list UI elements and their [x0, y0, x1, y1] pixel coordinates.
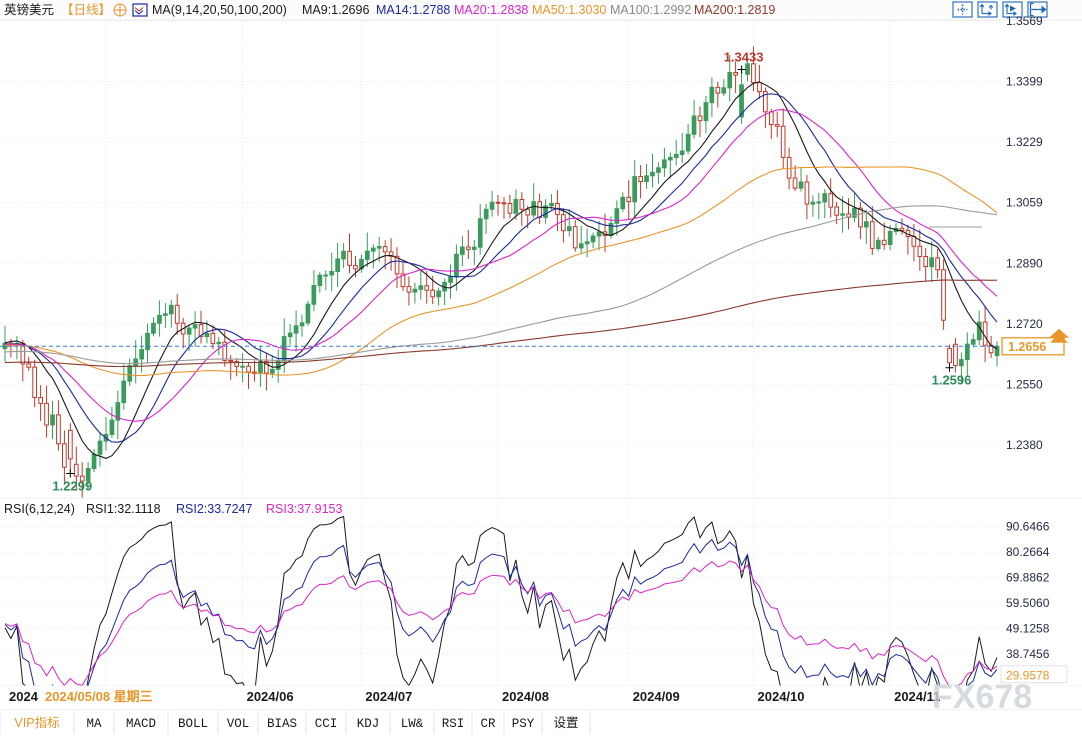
svg-text:2024/06: 2024/06: [247, 689, 294, 704]
svg-text:2024/07: 2024/07: [365, 689, 412, 704]
svg-text:2024: 2024: [9, 689, 39, 704]
svg-text:69.8862: 69.8862: [1006, 571, 1050, 585]
svg-text:2024/05/08 星期三: 2024/05/08 星期三: [45, 689, 153, 704]
svg-text:1.2656: 1.2656: [1008, 340, 1046, 354]
svg-text:49.1258: 49.1258: [1006, 621, 1050, 635]
svg-text:BIAS: BIAS: [267, 717, 297, 731]
svg-text:LW&: LW&: [401, 717, 424, 731]
svg-text:1.2720: 1.2720: [1006, 317, 1043, 331]
svg-text:RSI(6,12,24): RSI(6,12,24): [4, 502, 75, 516]
svg-text:1.3433: 1.3433: [724, 50, 764, 65]
svg-text:英镑美元: 英镑美元: [4, 2, 54, 17]
svg-text:MA: MA: [86, 717, 102, 731]
svg-text:MA20:1.2838: MA20:1.2838: [454, 3, 528, 17]
svg-text:RSI1:32.1118: RSI1:32.1118: [86, 502, 161, 516]
svg-text:1.3229: 1.3229: [1006, 135, 1043, 149]
svg-text:VIP指标: VIP指标: [14, 715, 59, 730]
svg-text:1.3569: 1.3569: [1006, 14, 1043, 28]
svg-text:1.2380: 1.2380: [1006, 438, 1043, 452]
svg-text:1.3399: 1.3399: [1006, 75, 1043, 89]
svg-text:MA14:1.2788: MA14:1.2788: [376, 3, 450, 17]
svg-text:80.2664: 80.2664: [1006, 545, 1050, 559]
svg-text:FX678: FX678: [932, 678, 1032, 716]
svg-text:【日线】: 【日线】: [61, 3, 111, 17]
svg-text:CCI: CCI: [315, 717, 338, 731]
svg-text:KDJ: KDJ: [357, 717, 380, 731]
svg-text:MA(9,14,20,50,100,200): MA(9,14,20,50,100,200): [152, 3, 287, 17]
svg-text:RSI: RSI: [442, 717, 465, 731]
svg-text:RSI3:37.9153: RSI3:37.9153: [266, 502, 342, 516]
svg-text:CR: CR: [480, 717, 496, 731]
svg-text:1.2550: 1.2550: [1006, 377, 1043, 391]
svg-text:1.2299: 1.2299: [52, 479, 92, 494]
svg-text:2024/10: 2024/10: [758, 689, 805, 704]
svg-text:MA100:1.2992: MA100:1.2992: [610, 3, 691, 17]
svg-text:1.2596: 1.2596: [932, 373, 972, 388]
svg-text:PSY: PSY: [512, 717, 535, 731]
svg-text:MACD: MACD: [126, 717, 156, 731]
svg-text:设置: 设置: [553, 715, 578, 731]
svg-text:1.2890: 1.2890: [1006, 256, 1043, 270]
svg-text:MA200:1.2819: MA200:1.2819: [694, 3, 775, 17]
svg-text:2024/08: 2024/08: [502, 689, 549, 704]
svg-text:2024/09: 2024/09: [633, 689, 680, 704]
svg-text:BOLL: BOLL: [178, 717, 208, 731]
svg-text:MA50:1.3030: MA50:1.3030: [532, 3, 606, 17]
svg-text:90.6466: 90.6466: [1006, 520, 1050, 534]
svg-text:VOL: VOL: [227, 717, 250, 731]
svg-text:38.7456: 38.7456: [1006, 647, 1050, 661]
svg-text:1.3059: 1.3059: [1006, 196, 1043, 210]
svg-text:RSI2:33.7247: RSI2:33.7247: [176, 502, 252, 516]
svg-text:MA9:1.2696: MA9:1.2696: [302, 3, 369, 17]
svg-text:59.5060: 59.5060: [1006, 596, 1050, 610]
